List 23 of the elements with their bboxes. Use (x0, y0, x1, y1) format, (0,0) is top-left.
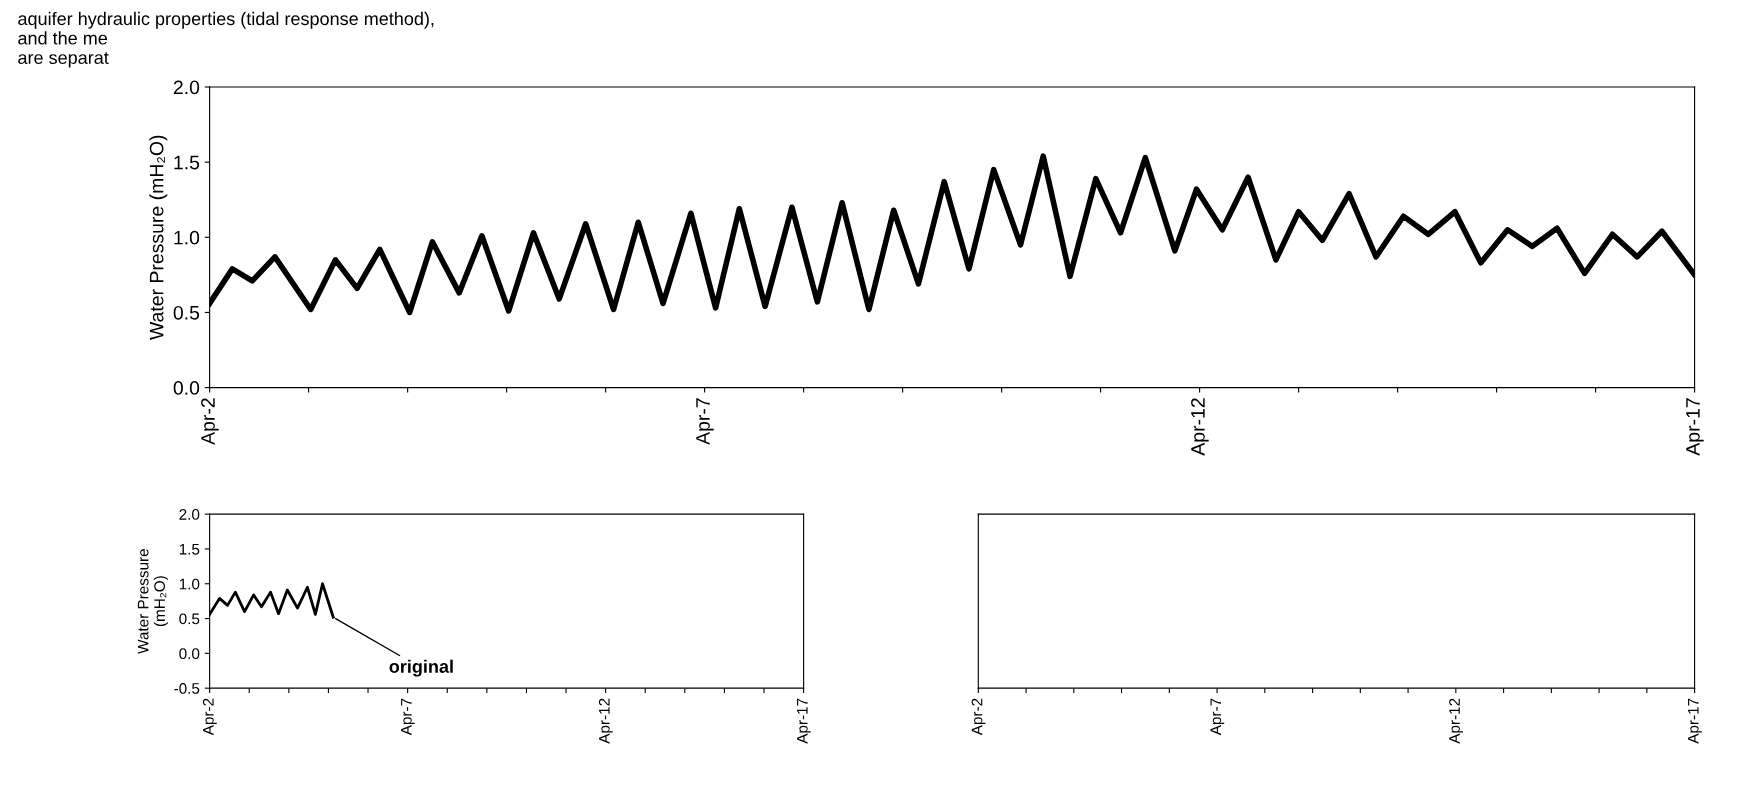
y-tick-label: 0.5 (173, 305, 200, 320)
x-tick-label: Apr-2 (201, 398, 219, 445)
y-tick-label: -0.5 (174, 683, 200, 694)
y-tick-label: 1.0 (179, 578, 200, 590)
x-tick-label: Apr-17 (797, 698, 811, 744)
x-tick-label: Apr-12 (1191, 398, 1209, 456)
x-tick-label: Apr-7 (401, 698, 415, 736)
y-tick-label: 2.0 (173, 80, 200, 95)
y-tick-label: 1.0 (174, 230, 200, 245)
x-tick-label: Apr-12 (598, 698, 613, 744)
y-tick-label: 1.5 (174, 155, 200, 170)
y-tick-label: 0.0 (179, 648, 200, 660)
text: aquifer hydraulic properties (tidal response method), and the me are separat (18, 11, 434, 68)
x-tick-label: Apr-7 (696, 398, 714, 445)
y-tick-label: 1.5 (179, 543, 200, 555)
annotation: original (389, 659, 453, 677)
y-tick-label: 0.5 (179, 613, 200, 625)
y-axis-title: Water Pressure (mH₂O) (149, 135, 168, 341)
y-tick-label: 2.0 (179, 509, 200, 520)
y-axis-title: Water Pressure (mH₂O) (137, 549, 169, 654)
x-tick-label: Apr-2 (202, 698, 217, 736)
y-tick-label: 0.0 (173, 381, 200, 395)
x-tick-label: Apr-17 (1686, 398, 1704, 456)
